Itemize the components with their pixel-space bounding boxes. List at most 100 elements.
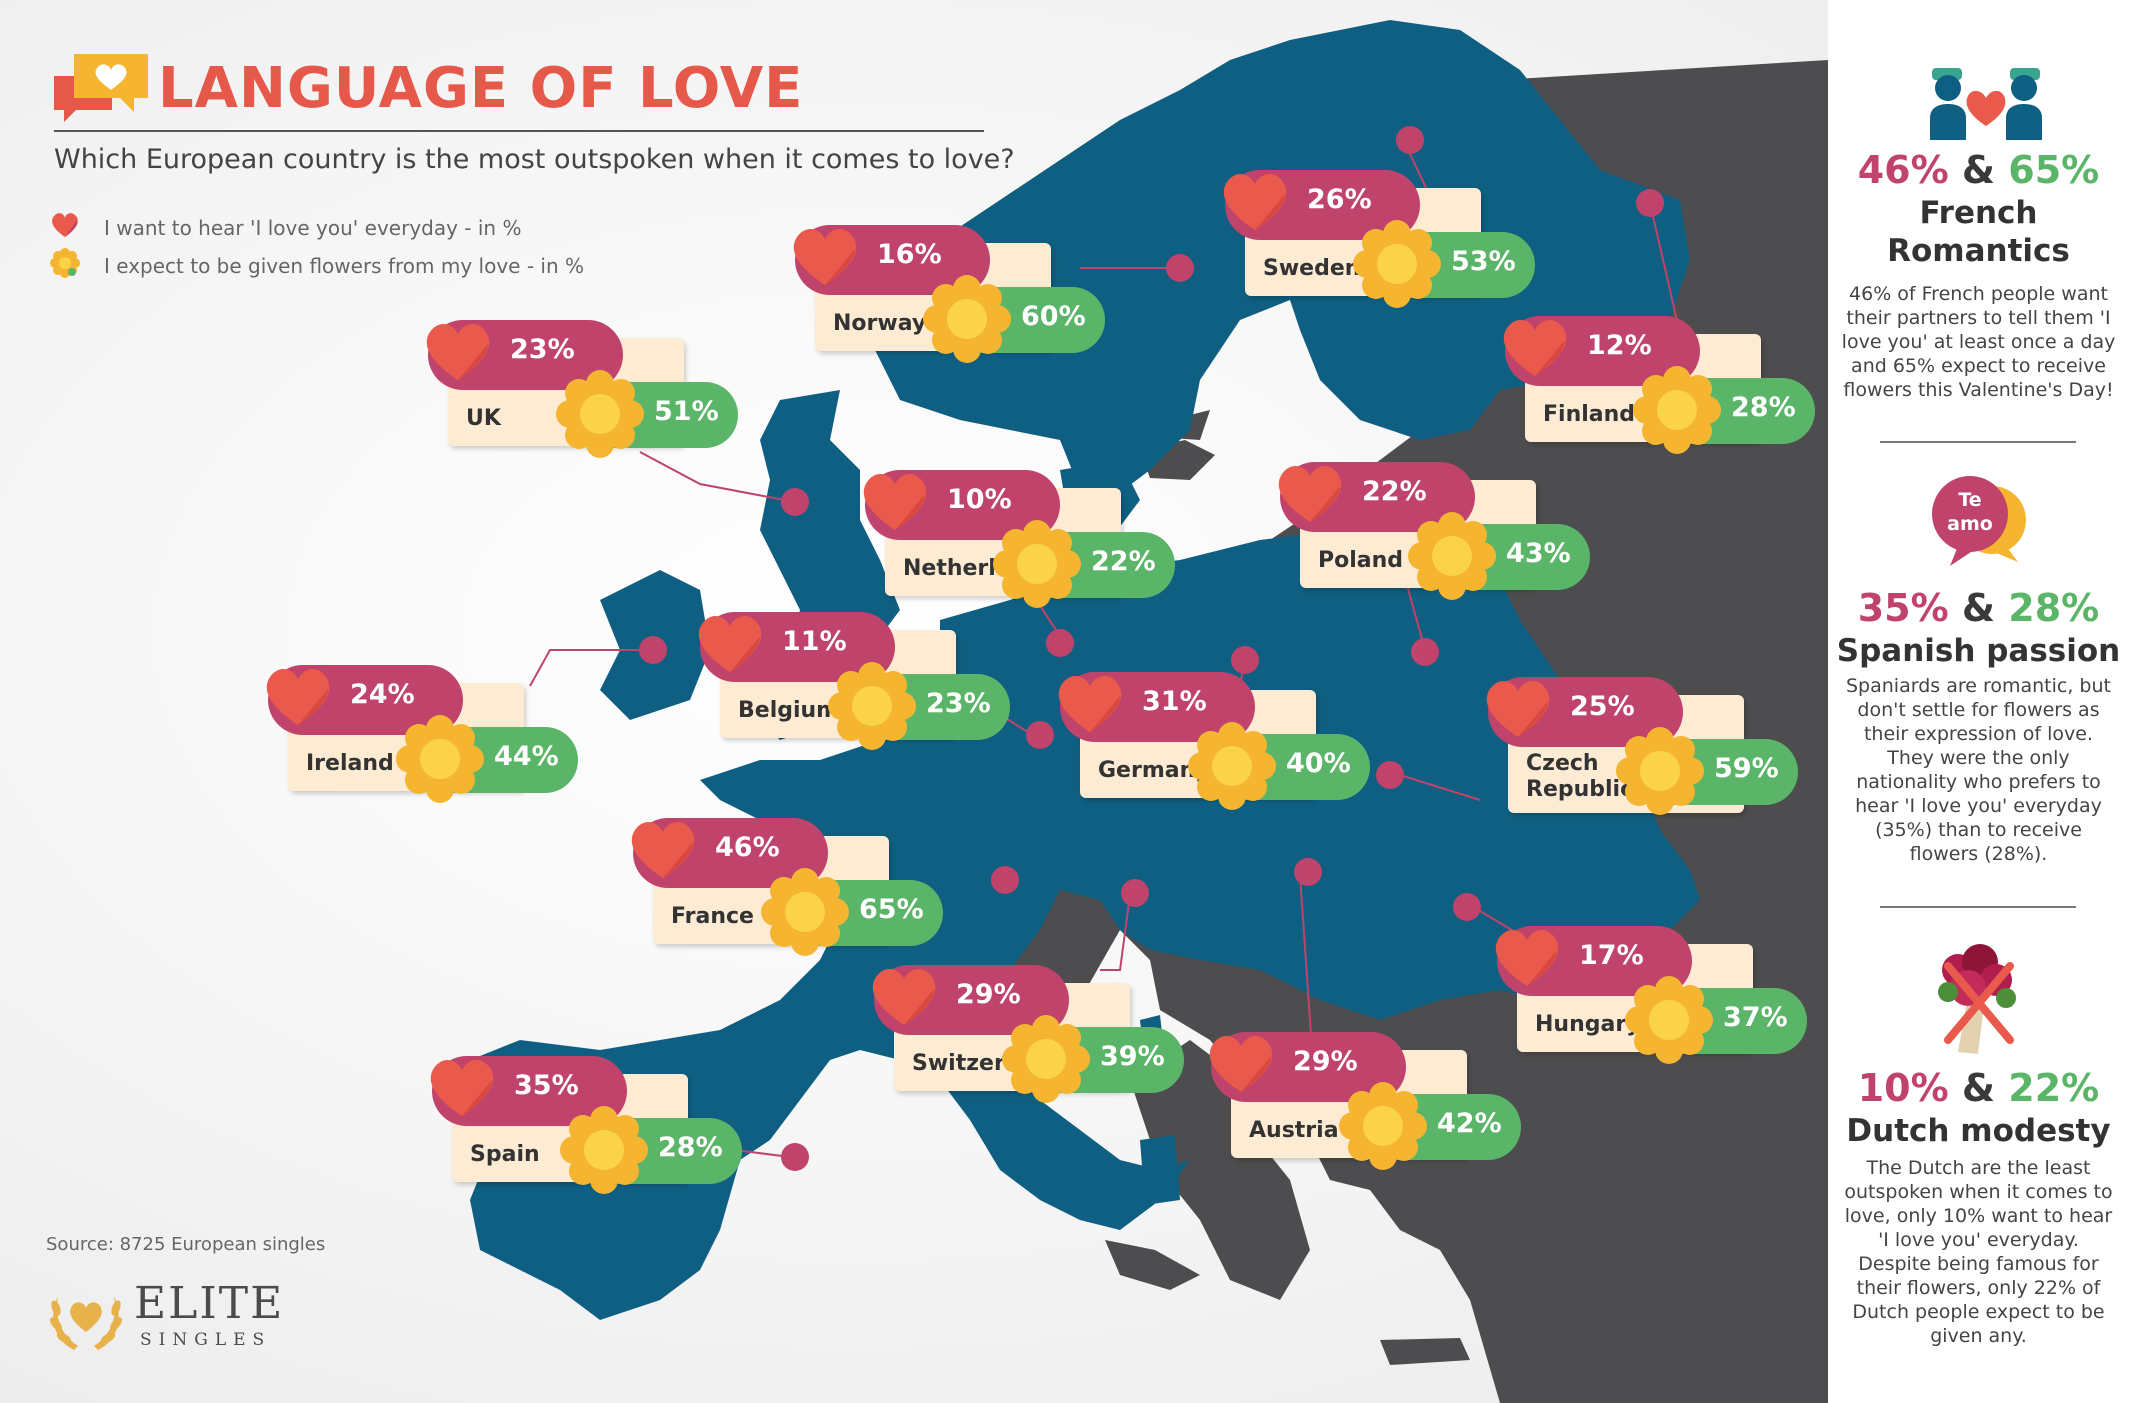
country-name: UK [466,406,501,431]
country-name: Belgium [738,698,840,723]
flowers-percent: 42% [1437,1108,1502,1139]
flower-icon [560,1106,648,1194]
love-percent: 11% [782,626,847,657]
section-spanish: 35% & 28% Spanish passion Spaniards are … [1828,586,2129,866]
country-name: Ireland [306,751,394,776]
country-name: Czech Republic [1526,751,1634,802]
love-percent: 17% [1579,940,1644,971]
flowers-percent: 23% [926,688,991,719]
stat-french-flowers: 65% [2008,148,2100,192]
section-french-text: 46% of French people want their partners… [1841,283,2116,401]
love-percent: 25% [1570,691,1635,722]
country-name: Spain [470,1142,540,1167]
country-name: France [671,904,754,929]
flowers-percent: 43% [1506,538,1571,569]
country-name: Finland [1543,402,1636,427]
flower-icon [556,370,644,458]
heart-icon [426,323,490,380]
chat-heart-icon [54,54,148,122]
country-name: Austria [1249,1118,1339,1143]
flowers-percent: 65% [859,894,924,925]
insights-sidebar: 46% & 65% French Romantics 46% of French… [1828,0,2129,1403]
section-spanish-title: Spanish passion [1836,633,2121,669]
flowers-percent: 53% [1451,246,1516,277]
flower-icon [1408,512,1496,600]
page-subtitle: Which European country is the most outsp… [54,144,1015,175]
sidebar-divider [1880,441,2076,443]
flower-icon [761,868,849,956]
country-name: Sweden [1263,256,1361,281]
card-spain: 35% Spain 28% [430,1056,742,1194]
flowers-percent: 37% [1723,1002,1788,1033]
love-percent: 29% [956,979,1021,1010]
stat-french-amp: & [1961,148,1996,192]
love-percent: 31% [1142,686,1207,717]
sidebar-divider [1880,906,2076,908]
card-norway: 16% Norway 60% [793,225,1105,363]
heart-icon [1486,680,1550,737]
stat-french: 46% & 65% [1828,148,2129,192]
stat-french-love: 46% [1857,148,1949,192]
flowers-percent: 22% [1091,546,1156,577]
bubble-text-line1: Te [1958,489,1981,511]
love-percent: 23% [510,334,575,365]
country-name: Hungary [1535,1012,1641,1037]
laurel-heart-icon [50,1296,122,1350]
flowers-percent: 44% [494,741,559,772]
card-hungary: 17% Hungary 37% [1495,926,1807,1064]
section-french: 46% & 65% French Romantics 46% of French… [1828,148,2129,402]
flowers-percent: 60% [1021,301,1086,332]
card-austria: 29% Austria 42% [1209,1032,1521,1170]
flower-icon [993,520,1081,608]
section-dutch-title: Dutch modesty [1846,1113,2111,1149]
stat-spanish-amp: & [1961,586,1996,630]
heart-icon [1278,465,1342,522]
stat-spanish: 35% & 28% [1828,586,2129,630]
card-sweden: 26% Sweden 53% [1223,170,1535,308]
couple-heart-icon [1930,68,2042,140]
elite-singles-logo: ELITE SINGLES [44,1278,304,1358]
map-markers [639,126,1664,1171]
heart-icon [430,1059,494,1116]
flowers-percent: 59% [1714,753,1779,784]
heart-icon [1209,1035,1273,1092]
legend-label-flowers: I expect to be given flowers from my lov… [104,254,584,278]
section-spanish-text: Spaniards are romantic, but don't settle… [1846,675,2111,865]
logo-subword: SINGLES [140,1330,272,1350]
card-finland: 12% Finland 28% [1503,316,1815,454]
card-france: 46% France 65% [631,818,943,956]
heart-icon [1223,173,1287,230]
card-poland: 22% Poland 43% [1278,462,1590,600]
heart-icon [52,213,78,237]
flower-icon [1339,1082,1427,1170]
source-note: Source: 8725 European singles [46,1234,326,1255]
flowers-percent: 40% [1286,748,1351,779]
card-czech-republic: 25% Czech Republic 59% [1486,677,1798,815]
card-switzerland: 29% Switzerland 39% [872,965,1184,1103]
card-ireland: 24% Ireland 44% [266,665,578,803]
flower-icon [923,275,1011,363]
love-percent: 24% [350,679,415,710]
heart-icon [863,473,927,530]
crossed-flowers-icon [1938,944,2016,1054]
love-percent: 35% [514,1070,579,1101]
flowers-percent: 39% [1100,1041,1165,1072]
love-percent: 26% [1307,184,1372,215]
section-french-title: French Romantics [1887,195,2070,269]
stat-spanish-love: 35% [1857,586,1949,630]
love-percent: 29% [1293,1046,1358,1077]
title-rule [54,130,984,132]
flowers-percent: 28% [658,1132,723,1163]
section-dutch: 10% & 22% Dutch modesty The Dutch are th… [1828,1066,2129,1348]
logo-word: ELITE [134,1278,285,1329]
love-percent: 46% [715,832,780,863]
love-percent: 22% [1362,476,1427,507]
page-title: LANGUAGE OF LOVE [158,56,804,121]
heart-icon [1058,675,1122,732]
love-percent: 16% [877,239,942,270]
flower-icon [1188,722,1276,810]
card-germany: 31% Germany 40% [1058,672,1370,810]
flower-icon [50,248,80,278]
bubble-text-line2: amo [1947,513,1993,535]
heart-icon [1503,319,1567,376]
